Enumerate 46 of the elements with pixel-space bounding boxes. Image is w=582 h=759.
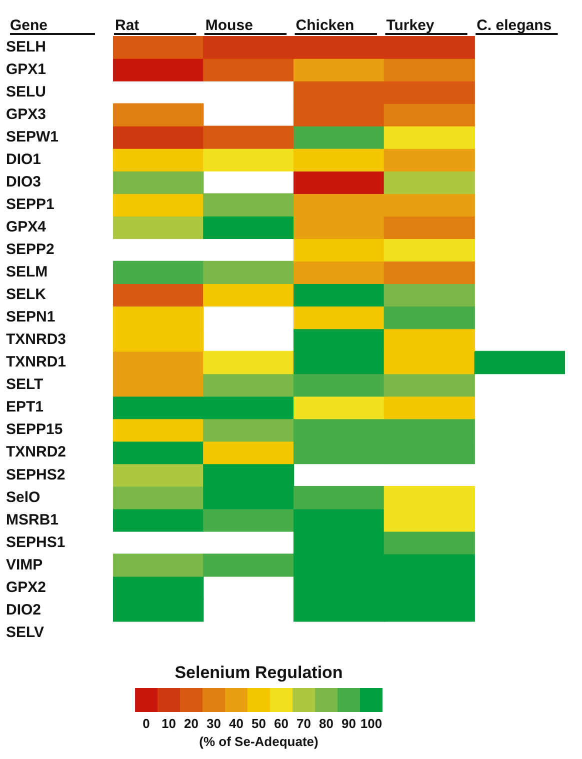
y-tick-label: DIO1 [6,150,42,168]
x-tick-label: Chicken [296,17,354,34]
color-bar-label: 70 [296,716,311,731]
y-tick-label: SEPP1 [6,196,54,214]
y-tick-label: GPX1 [6,60,46,78]
y-tick-label: SELV [6,624,44,641]
y-tick-label: GPX3 [6,106,46,123]
y-axis-title: Gene [10,17,48,34]
x-tick-label: C. elegans [476,17,552,34]
color-bar-label: 50 [252,716,266,731]
color-bar-label: 10 [162,716,176,731]
x-tick-label: Mouse [205,17,253,34]
y-tick-label: SEPW1 [6,128,59,146]
y-tick-label: DIO3 [6,174,42,191]
y-tick-label: DIO2 [6,601,42,618]
color-bar-label: 20 [184,716,198,731]
color-bar-label: 30 [206,716,221,731]
color-bar-title: Selenium Regulation [174,663,343,682]
y-tick-label: SELT [6,376,44,394]
color-bar-label: 40 [229,716,244,731]
y-tick-label: SEPP15 [6,421,63,438]
y-tick-label: VIMP [6,556,43,574]
y-tick-label: SEPHS2 [6,466,66,484]
y-tick-label: GPX2 [6,578,46,596]
text: (% of Se-Adequate) [199,734,318,749]
color-bar-label: 90 [342,716,356,731]
y-tick-label: TXNRD1 [6,354,66,371]
color-bar-label: 80 [319,716,334,731]
y-tick-label: SelO [6,488,41,506]
y-tick-label: SEPP2 [6,241,54,258]
color-bar-label: 60 [274,716,288,731]
y-tick-label: SELM [6,264,48,281]
y-tick-label: SELH [6,38,46,56]
y-tick-label: TXNRD2 [6,444,66,461]
y-tick-label: TXNRD3 [6,331,66,348]
y-tick-label: GPX4 [6,218,47,236]
y-tick-label: SELK [6,286,46,304]
x-tick-label: Turkey [386,17,435,34]
y-tick-label: SEPN1 [6,308,56,326]
color-bar-label: 0 [142,716,150,731]
y-tick-label: MSRB1 [6,511,59,528]
x-tick-label: Rat [115,17,140,34]
y-tick-label: EPT1 [6,398,44,416]
y-tick-label: SELU [6,83,46,100]
color-bar-label: 100 [360,716,382,731]
y-tick-label: SEPHS1 [6,534,66,551]
